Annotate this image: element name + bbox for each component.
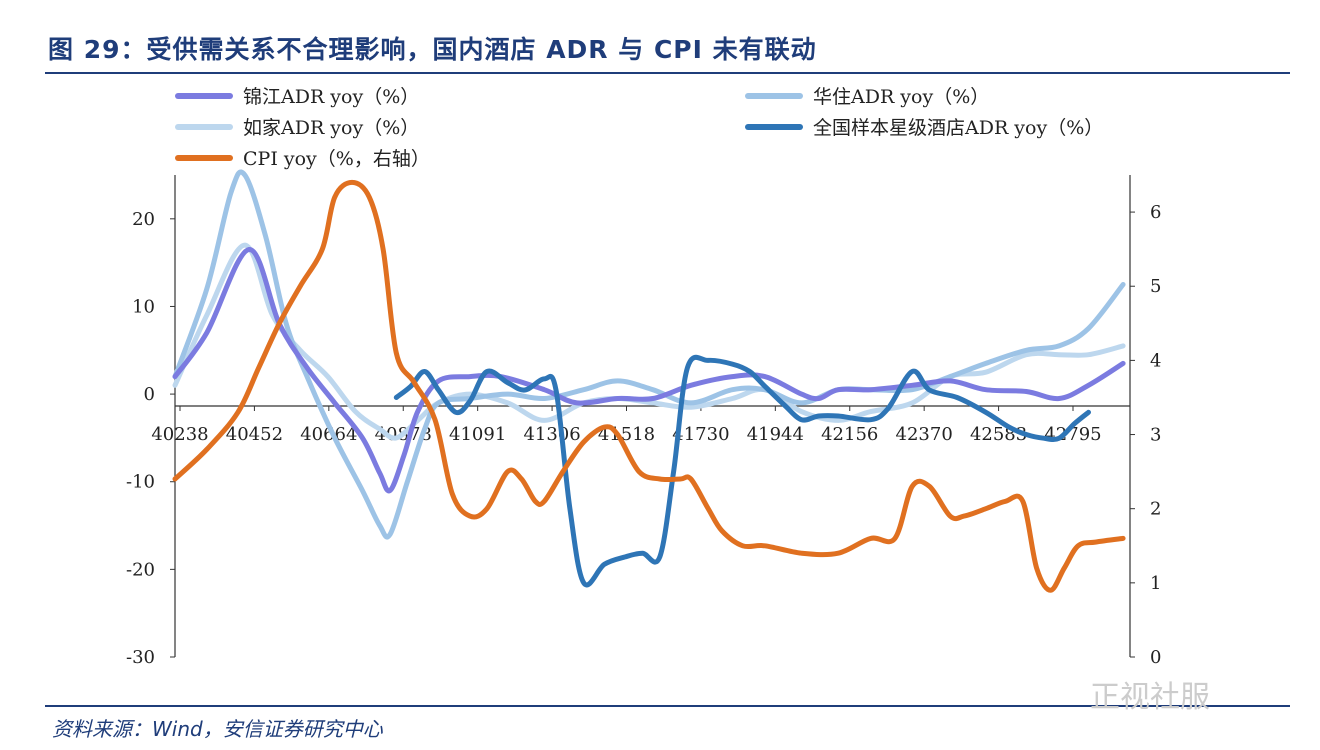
series-line-huazhu: [172, 169, 1126, 540]
left-tick-label: 20: [132, 209, 155, 230]
source-note: 资料来源：Wind，安信证券研究中心: [52, 717, 383, 741]
legend-swatch-rujia: [175, 123, 233, 130]
x-tick-label: 40664: [300, 424, 357, 445]
watermark: 正视社服: [1090, 680, 1210, 715]
legend: 锦江ADR yoy（%） 华住ADR yoy（%） 如家ADR yoy（%） 全…: [175, 80, 1275, 170]
legend-label-huazhu: 华住ADR yoy（%）: [813, 86, 990, 108]
right-tick-label: 4: [1150, 350, 1161, 371]
x-tick-label: 41091: [449, 424, 506, 445]
right-tick-label: 0: [1150, 647, 1161, 668]
series-line-national: [393, 354, 1091, 588]
x-tick-label: 42583: [970, 424, 1027, 445]
footer-rule: [45, 705, 1290, 707]
left-tick-label: 10: [132, 296, 155, 317]
legend-swatch-national: [745, 123, 803, 130]
legend-item-national: 全国样本星级酒店ADR yoy（%）: [745, 113, 1103, 140]
right-tick-label: 2: [1150, 499, 1161, 520]
legend-label-national: 全国样本星级酒店ADR yoy（%）: [813, 117, 1104, 139]
x-tick-label: 41730: [672, 424, 729, 445]
legend-label-jinjiang: 锦江ADR yoy（%）: [243, 86, 420, 108]
legend-swatch-jinjiang: [175, 92, 233, 99]
legend-item-rujia: 如家ADR yoy（%）: [175, 113, 419, 140]
left-tick-label: -30: [126, 647, 155, 668]
legend-item-huazhu: 华住ADR yoy（%）: [745, 82, 989, 109]
title-rule: [45, 72, 1290, 74]
legend-label-rujia: 如家ADR yoy（%）: [243, 117, 420, 139]
legend-item-cpi: CPI yoy（%，右轴）: [175, 144, 430, 171]
legend-item-jinjiang: 锦江ADR yoy（%）: [175, 82, 419, 109]
chart-title: 图 29：受供需关系不合理影响，国内酒店 ADR 与 CPI 未有联动: [48, 35, 817, 64]
left-tick-label: -10: [126, 472, 155, 493]
left-tick-label: 0: [144, 384, 155, 405]
left-tick-label: -20: [126, 559, 155, 580]
x-tick-label: 40452: [226, 424, 283, 445]
right-tick-label: 5: [1150, 276, 1161, 297]
right-tick-label: 6: [1150, 202, 1161, 223]
x-tick-label: 41306: [523, 424, 580, 445]
legend-swatch-huazhu: [745, 92, 803, 99]
series-line-cpi: [172, 179, 1126, 593]
series-line-jinjiang: [172, 247, 1126, 494]
x-tick-label: 42370: [896, 424, 953, 445]
legend-swatch-cpi: [175, 154, 233, 161]
x-tick-label: 42156: [821, 424, 878, 445]
right-tick-label: 3: [1150, 425, 1161, 446]
legend-label-cpi: CPI yoy（%，右轴）: [243, 148, 430, 170]
x-tick-label: 40238: [151, 424, 208, 445]
x-tick-label: 41944: [747, 424, 804, 445]
right-tick-label: 1: [1150, 573, 1161, 594]
